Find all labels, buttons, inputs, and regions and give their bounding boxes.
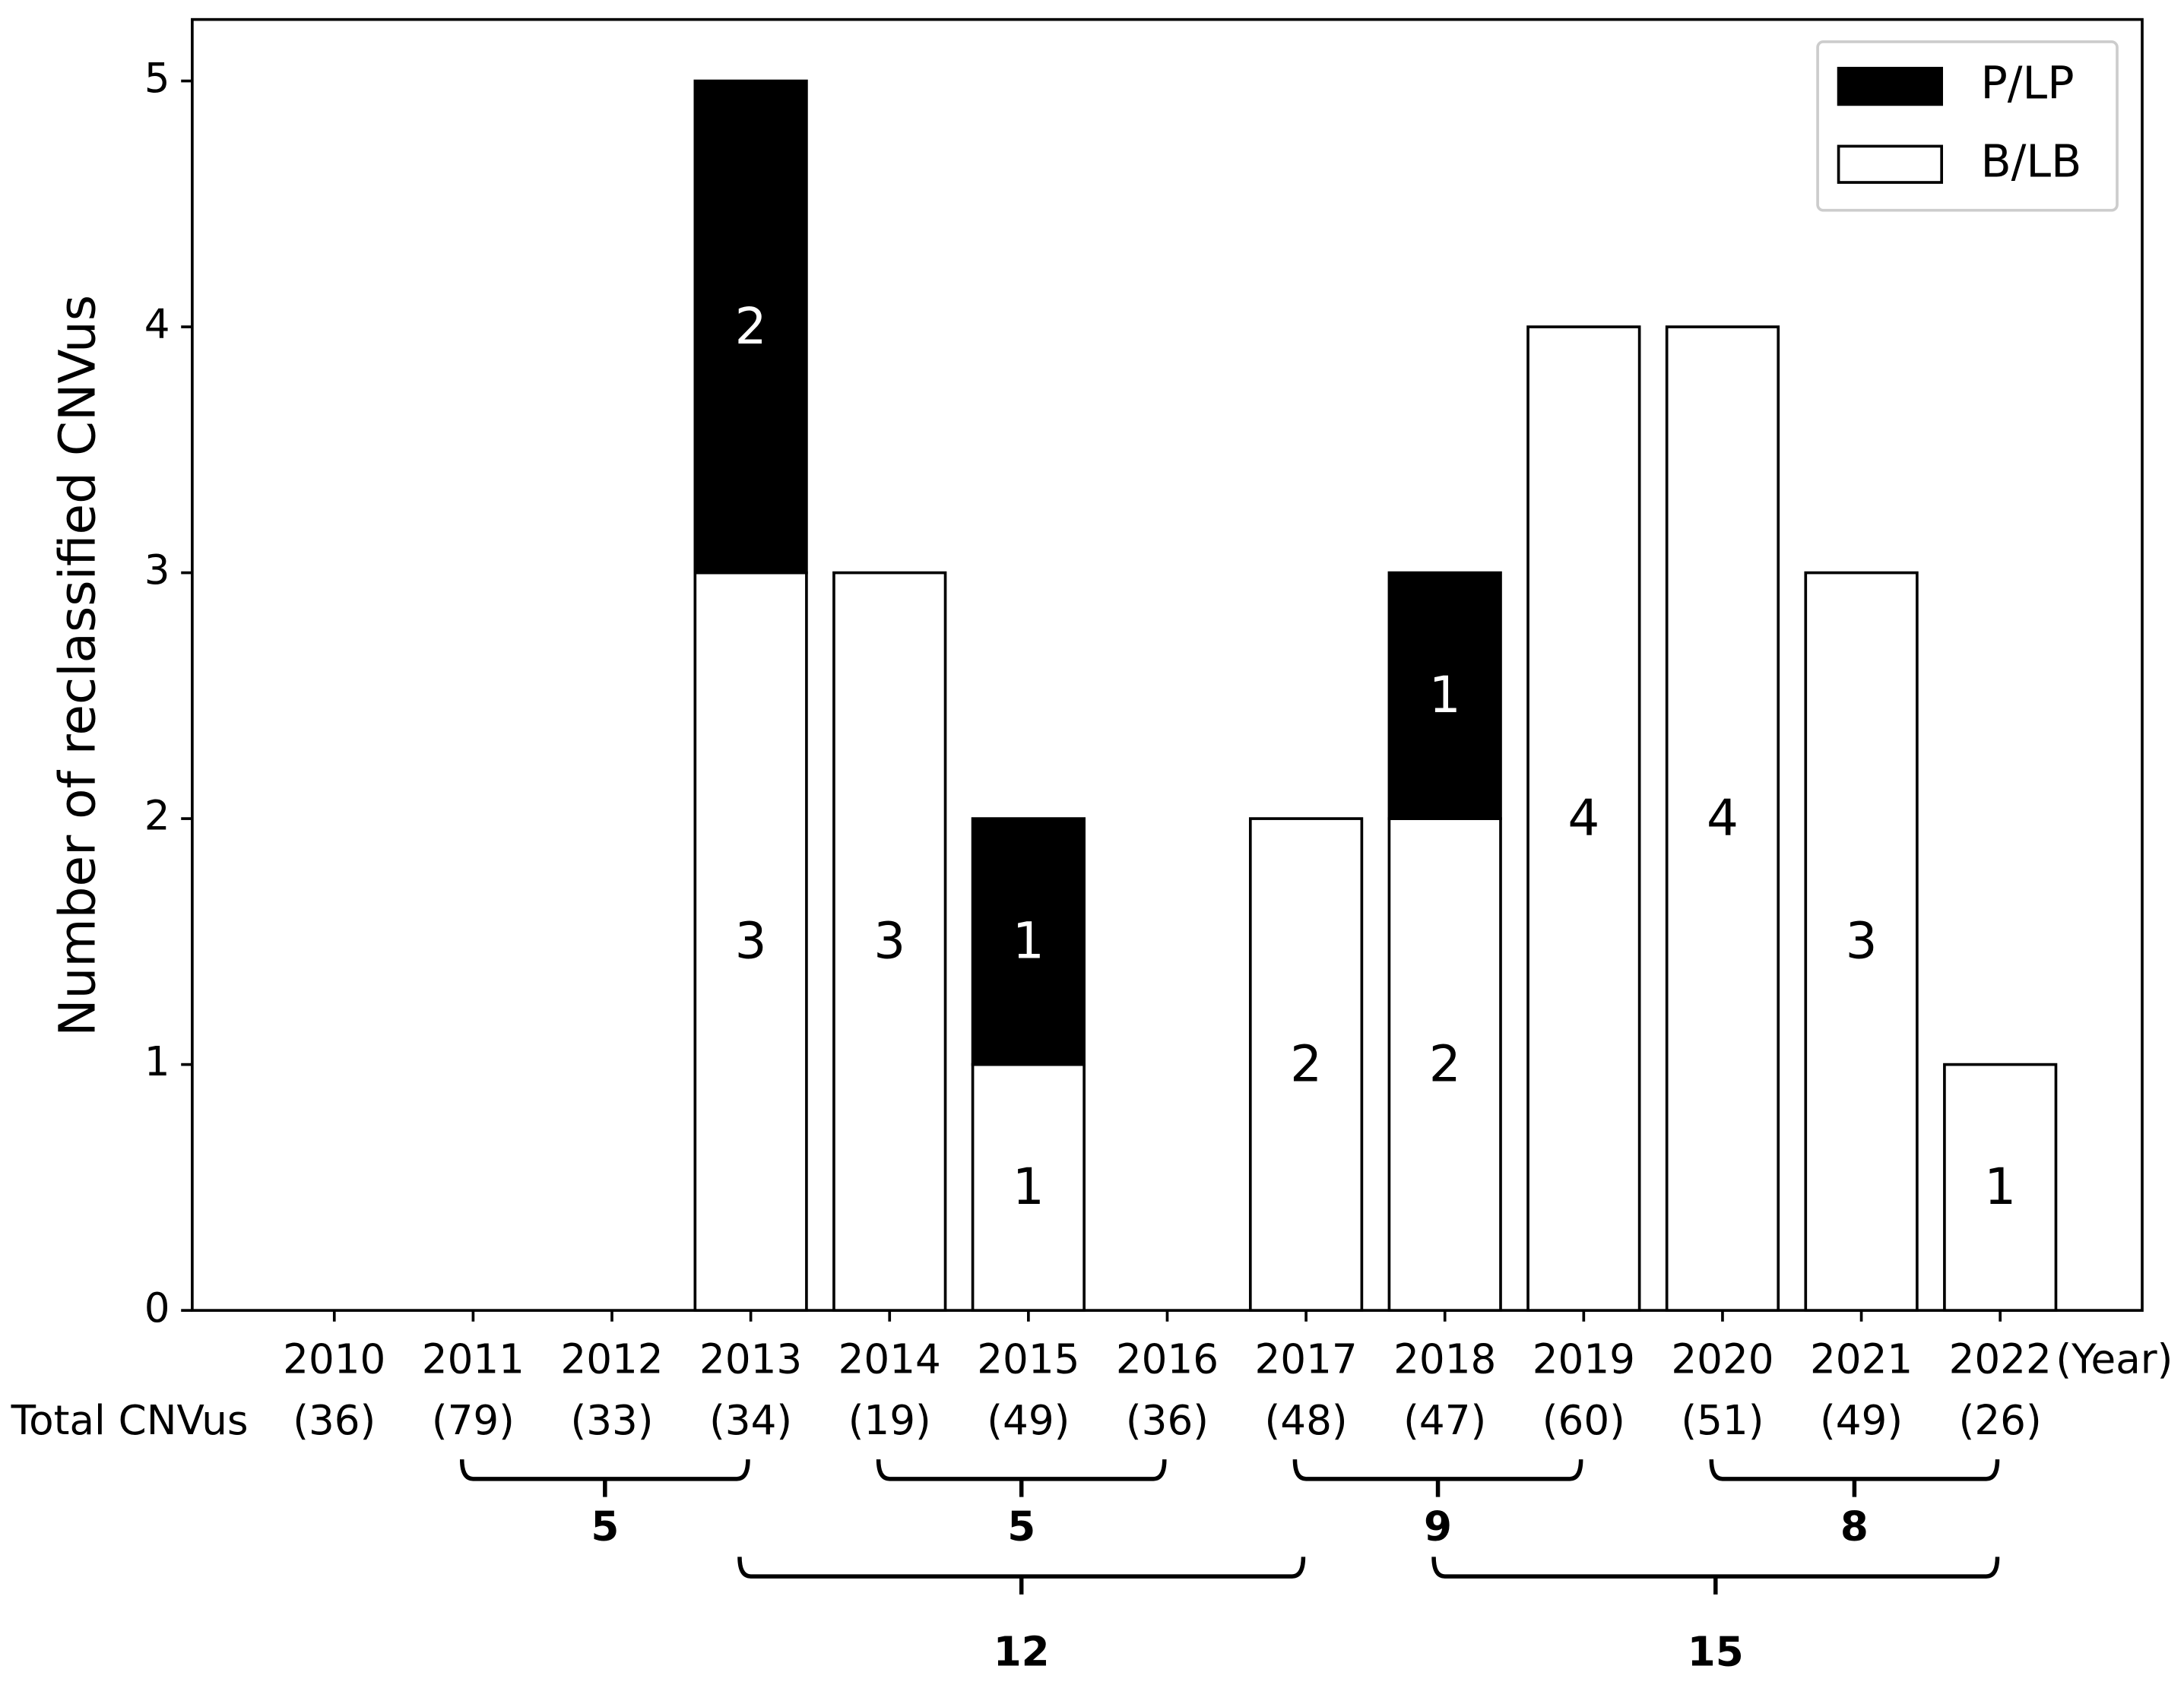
bar-value-label: 2 <box>1429 1034 1461 1093</box>
bar-value-label: 2 <box>735 297 767 356</box>
legend-swatch <box>1837 66 1943 106</box>
y-axis-label: Number of reclassified CNVus <box>48 295 106 1037</box>
y-tick-label: 3 <box>144 546 170 594</box>
total-label: (33) <box>570 1397 653 1444</box>
x-tick-label: 2015 <box>977 1336 1079 1383</box>
y-tick-label: 1 <box>144 1038 170 1085</box>
bar <box>693 79 808 575</box>
bar-value-label: 4 <box>1707 789 1739 847</box>
total-label: (36) <box>1126 1397 1209 1444</box>
bar-value-label: 4 <box>1567 789 1599 847</box>
bar <box>832 571 947 1312</box>
x-tick-label: 2012 <box>560 1336 663 1383</box>
bar <box>1387 817 1502 1312</box>
x-unit-label: (Year) <box>2056 1336 2173 1383</box>
bracket-label: 12 <box>994 1628 1050 1675</box>
x-tick-label: 2014 <box>838 1336 941 1383</box>
total-label: (51) <box>1681 1397 1764 1444</box>
bar <box>693 571 808 1312</box>
bar-value-label: 1 <box>1429 666 1461 724</box>
x-tick-label: 2016 <box>1116 1336 1219 1383</box>
legend-swatch <box>1837 144 1943 184</box>
bar-value-label: 3 <box>1846 912 1878 971</box>
total-label: (79) <box>432 1397 515 1444</box>
bar-value-label: 2 <box>1290 1034 1322 1093</box>
legend-label: P/LP <box>1980 58 2074 109</box>
x-tick-label: 2010 <box>283 1336 385 1383</box>
bar <box>971 817 1086 1066</box>
bar-value-label: 3 <box>873 912 905 971</box>
bar-value-label: 3 <box>735 912 767 971</box>
bar <box>971 1063 1086 1312</box>
bracket <box>1431 1557 2000 1595</box>
bracket <box>1292 1459 1583 1497</box>
y-tick-label: 0 <box>144 1284 170 1332</box>
total-label: (47) <box>1403 1397 1486 1444</box>
total-label: (36) <box>293 1397 376 1444</box>
x-tick-label: 2021 <box>1810 1336 1913 1383</box>
totals-label: Total CNVus <box>11 1397 249 1444</box>
x-tick-label: 2020 <box>1671 1336 1774 1383</box>
total-label: (26) <box>1959 1397 2042 1444</box>
x-tick-label: 2019 <box>1533 1336 1635 1383</box>
total-label: (49) <box>987 1397 1070 1444</box>
bracket-label: 8 <box>1840 1503 1869 1550</box>
bracket <box>1709 1459 2000 1497</box>
bar-value-label: 1 <box>1013 912 1044 971</box>
bar <box>1804 571 1919 1312</box>
x-tick-label: 2022 <box>1949 1336 2052 1383</box>
total-label: (34) <box>709 1397 792 1444</box>
bracket-label: 15 <box>1688 1628 1744 1675</box>
bar-value-label: 1 <box>1013 1158 1044 1216</box>
total-label: (19) <box>848 1397 931 1444</box>
y-tick-label: 2 <box>144 793 170 840</box>
x-tick-label: 2017 <box>1254 1336 1357 1383</box>
bracket <box>459 1459 750 1497</box>
bar <box>1387 571 1502 820</box>
bracket-label: 5 <box>591 1503 619 1550</box>
bar <box>1665 325 1780 1312</box>
bar-value-label: 1 <box>1984 1158 2016 1216</box>
total-label: (49) <box>1820 1397 1903 1444</box>
bar <box>1943 1063 2058 1312</box>
y-tick-label: 5 <box>144 55 170 102</box>
bracket <box>737 1557 1306 1595</box>
y-tick-label: 4 <box>144 301 170 348</box>
legend-label: B/LB <box>1980 135 2081 187</box>
x-tick-label: 2011 <box>422 1336 525 1383</box>
x-tick-label: 2013 <box>699 1336 802 1383</box>
total-label: (60) <box>1542 1397 1625 1444</box>
bracket-label: 5 <box>1007 1503 1035 1550</box>
bar <box>1248 817 1364 1312</box>
bracket-label: 9 <box>1424 1503 1452 1550</box>
bracket <box>876 1459 1167 1497</box>
x-tick-label: 2018 <box>1393 1336 1496 1383</box>
bar <box>1526 325 1641 1312</box>
total-label: (48) <box>1265 1397 1348 1444</box>
